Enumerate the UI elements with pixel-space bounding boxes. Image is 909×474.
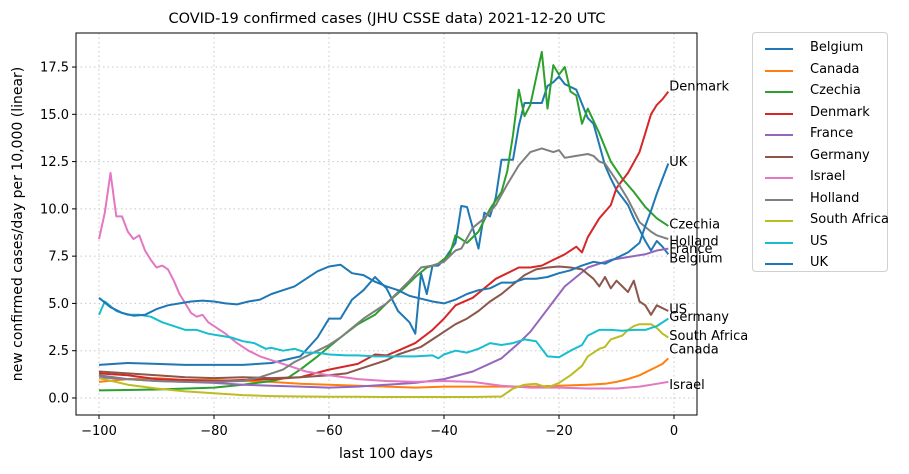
legend-swatch bbox=[765, 198, 793, 201]
legend-label: Belgium bbox=[810, 40, 864, 55]
legend-item-denmark: Denmark bbox=[753, 103, 889, 125]
end-label-canada: Canada bbox=[669, 342, 718, 357]
end-label-denmark: Denmark bbox=[669, 79, 729, 94]
y-tick-label: 2.5 bbox=[48, 344, 69, 359]
x-tick-label: −100 bbox=[81, 424, 117, 439]
legend-item-czechia: Czechia bbox=[753, 81, 889, 103]
series-line-denmark bbox=[98, 90, 670, 382]
y-tick-label: 10.0 bbox=[40, 202, 69, 217]
series-line-germany bbox=[98, 265, 669, 380]
legend-item-uk: UK bbox=[753, 253, 889, 275]
legend-item-germany: Germany bbox=[753, 146, 889, 168]
legend-item-israel: Israel bbox=[753, 167, 889, 189]
legend-label: Israel bbox=[810, 169, 846, 184]
legend-label: Holland bbox=[810, 190, 860, 206]
legend-label: UK bbox=[810, 255, 829, 270]
legend: Belgium Canada Czechia Denmark France Germany… bbox=[752, 32, 889, 275]
legend-item-belgium: Belgium bbox=[753, 38, 889, 60]
end-label-south-africa: South Africa bbox=[669, 329, 748, 344]
y-tick-label: 7.5 bbox=[48, 250, 69, 265]
legend-item-holland: Holland bbox=[753, 189, 889, 211]
legend-item-us: US bbox=[753, 232, 889, 254]
y-tick-label: 17.5 bbox=[40, 61, 69, 76]
legend-label: France bbox=[810, 126, 854, 141]
legend-swatch bbox=[765, 134, 793, 136]
x-tick-label: −40 bbox=[430, 424, 457, 439]
series-lines bbox=[98, 50, 670, 398]
legend-item-south-africa: South Africa bbox=[753, 210, 889, 232]
plot-frame bbox=[75, 32, 698, 416]
end-label-france: France bbox=[669, 242, 712, 257]
legend-swatch bbox=[765, 155, 793, 158]
legend-swatch bbox=[765, 91, 793, 93]
end-label-belgium: Belgium bbox=[669, 252, 722, 267]
end-label-us: US bbox=[669, 303, 687, 318]
legend-label: South Africa bbox=[810, 212, 889, 227]
end-label-israel: Israel bbox=[669, 378, 705, 393]
x-tick-label: −20 bbox=[545, 424, 572, 439]
legend-label: Canada bbox=[810, 61, 860, 77]
legend-swatch bbox=[765, 69, 793, 72]
grid-lines bbox=[76, 33, 697, 415]
series-line-south-africa bbox=[98, 323, 669, 398]
end-label-uk: UK bbox=[669, 155, 688, 170]
legend-swatch bbox=[765, 48, 793, 50]
legend-item-canada: Canada bbox=[753, 60, 889, 82]
series-line-czechia bbox=[98, 50, 669, 392]
y-tick-label: 15.0 bbox=[40, 108, 69, 123]
series-line-uk bbox=[98, 163, 670, 317]
x-tick-label: 0 bbox=[670, 424, 678, 439]
x-tick-label: −80 bbox=[200, 424, 227, 439]
legend-label: US bbox=[810, 233, 828, 249]
axis-ticks: −100 −80 −60 −40 −20 0 0.0 2.5 5.0 7.5 10.0 12.5 15.… bbox=[40, 61, 678, 439]
y-tick-label: 5.0 bbox=[48, 297, 69, 312]
legend-swatch bbox=[765, 220, 793, 222]
legend-swatch bbox=[765, 241, 793, 244]
y-tick-label: 12.5 bbox=[40, 155, 69, 170]
end-labels: Belgium Canada Czechia Denmark France Germany… bbox=[669, 79, 748, 393]
chart-title: COVID-19 confirmed cases (JHU CSSE data)… bbox=[168, 11, 605, 27]
legend-label: Germany bbox=[810, 147, 870, 163]
x-tick-label: −60 bbox=[315, 424, 342, 439]
series-line-israel bbox=[98, 171, 669, 390]
y-tick-label: 0.0 bbox=[48, 391, 69, 406]
end-label-czechia: Czechia bbox=[669, 218, 720, 233]
legend-swatch bbox=[765, 177, 793, 179]
y-axis-label: new confirmed cases/day per 10,000 (line… bbox=[10, 67, 26, 382]
series-line-us bbox=[98, 300, 669, 360]
legend-swatch bbox=[765, 112, 793, 115]
series-line-holland bbox=[98, 147, 669, 383]
legend-item-france: France bbox=[753, 124, 889, 146]
end-label-germany: Germany bbox=[669, 310, 729, 325]
legend-label: Czechia bbox=[810, 83, 861, 98]
legend-label: Denmark bbox=[810, 104, 870, 120]
x-axis-label: last 100 days bbox=[339, 446, 433, 462]
end-label-holland: Holland bbox=[669, 235, 718, 250]
legend-swatch bbox=[765, 263, 793, 265]
